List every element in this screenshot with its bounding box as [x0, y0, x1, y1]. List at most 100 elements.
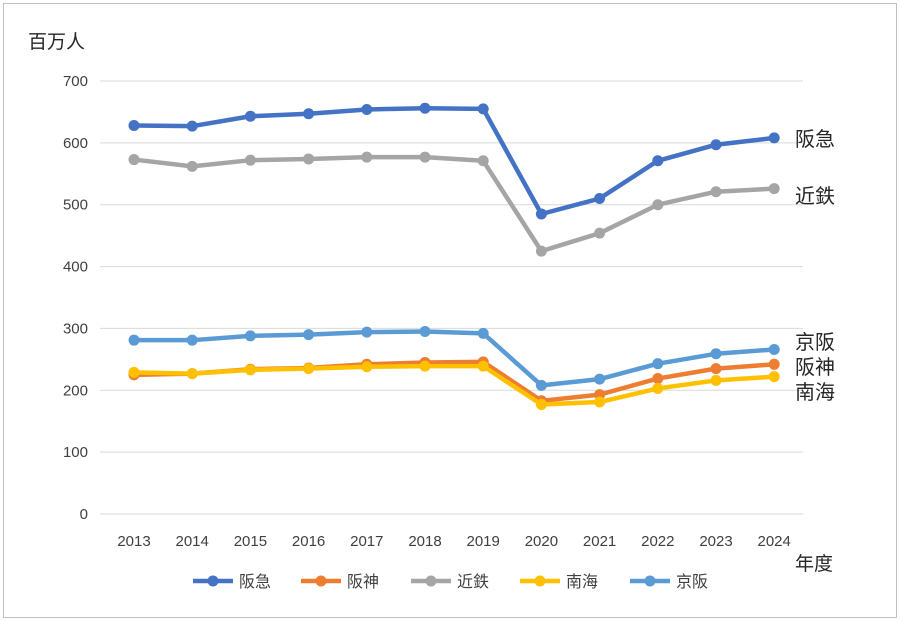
y-tick-label: 100: [63, 444, 88, 461]
data-point: [303, 329, 315, 341]
end-label-京阪: 京阪: [795, 330, 835, 354]
legend-item-南海: 南海: [520, 572, 598, 591]
data-point: [244, 154, 256, 166]
x-tick-label: 2014: [176, 533, 209, 550]
y-tick-label: 300: [63, 320, 88, 337]
data-point: [710, 186, 722, 198]
data-point: [303, 108, 315, 120]
legend-item-京阪: 京阪: [630, 572, 708, 591]
data-point: [768, 343, 780, 355]
data-point: [768, 183, 780, 195]
data-point: [419, 326, 431, 338]
data-point: [186, 368, 198, 380]
y-tick-label: 400: [63, 259, 88, 276]
data-point: [652, 373, 664, 385]
legend-marker: [425, 575, 437, 587]
y-tick-label: 700: [63, 73, 88, 90]
data-point: [535, 379, 547, 391]
data-point: [244, 330, 256, 342]
end-label-南海: 南海: [795, 380, 835, 404]
data-point: [594, 193, 606, 205]
x-tick-label: 2018: [408, 533, 441, 550]
series-京阪: [128, 326, 780, 391]
data-point: [652, 155, 664, 167]
x-tick-label: 2023: [699, 533, 732, 550]
y-tick-label: 600: [63, 135, 88, 152]
y-tick-label: 500: [63, 197, 88, 214]
legend-label: 京阪: [676, 572, 708, 591]
x-axis-ticks: 2013 2014 2015 2016 2017 2018 2019 2020 2021 2022…: [117, 533, 791, 550]
data-point: [652, 358, 664, 370]
data-point: [128, 120, 140, 132]
y-tick-label: 200: [63, 382, 88, 399]
data-point: [710, 348, 722, 360]
data-point: [594, 396, 606, 408]
data-point: [419, 102, 431, 114]
data-point: [361, 326, 373, 338]
data-point: [477, 103, 489, 115]
data-point: [477, 155, 489, 167]
series-lines: [128, 102, 780, 411]
data-point: [361, 151, 373, 163]
data-point: [710, 374, 722, 386]
y-axis-label: 百万人: [28, 31, 85, 53]
chart-frame: [3, 3, 897, 618]
x-tick-label: 2015: [234, 533, 267, 550]
legend-label: 南海: [566, 572, 598, 591]
x-tick-label: 2017: [350, 533, 383, 550]
data-point: [768, 358, 780, 370]
grid-lines: [100, 80, 803, 515]
data-point: [186, 334, 198, 346]
legend-marker: [315, 575, 327, 587]
data-point: [303, 153, 315, 165]
data-point: [128, 334, 140, 346]
x-axis-label: 年度: [795, 553, 833, 575]
data-point: [768, 132, 780, 144]
data-point: [652, 382, 664, 394]
data-point: [594, 373, 606, 385]
legend-label: 阪神: [347, 572, 379, 591]
series-阪急: [128, 102, 780, 220]
legend-marker: [207, 575, 219, 587]
data-point: [128, 154, 140, 166]
series-南海: [128, 360, 780, 411]
x-tick-label: 2013: [117, 533, 150, 550]
x-tick-label: 2016: [292, 533, 325, 550]
y-tick-label: 0: [80, 506, 88, 523]
end-label-近鉄: 近鉄: [795, 184, 835, 208]
end-label-阪神: 阪神: [795, 355, 835, 379]
data-point: [361, 103, 373, 115]
data-point: [710, 139, 722, 151]
series-line: [131, 329, 777, 388]
legend-marker: [534, 575, 546, 587]
data-point: [419, 360, 431, 372]
data-point: [244, 364, 256, 376]
data-point: [535, 245, 547, 257]
legend-item-阪急: 阪急: [193, 572, 271, 591]
end-label-阪急: 阪急: [795, 127, 835, 151]
data-point: [303, 363, 315, 375]
data-point: [594, 227, 606, 239]
data-point: [652, 199, 664, 211]
x-tick-label: 2022: [641, 533, 674, 550]
y-axis-ticks: 0 100 200 300 400 500 600 700: [63, 73, 88, 523]
data-point: [128, 366, 140, 378]
data-point: [477, 327, 489, 339]
legend-label: 阪急: [239, 572, 271, 591]
data-point: [244, 110, 256, 122]
series-line: [131, 363, 777, 407]
legend-item-近鉄: 近鉄: [411, 572, 489, 591]
data-point: [361, 361, 373, 373]
series-line: [131, 105, 777, 217]
data-point: [710, 363, 722, 375]
x-tick-label: 2020: [525, 533, 558, 550]
data-point: [535, 399, 547, 411]
legend-item-阪神: 阪神: [301, 572, 379, 591]
data-point: [186, 120, 198, 132]
series-近鉄: [128, 151, 780, 257]
data-point: [535, 208, 547, 220]
x-tick-label: 2019: [467, 533, 500, 550]
data-point: [419, 151, 431, 163]
x-tick-label: 2024: [758, 533, 791, 550]
